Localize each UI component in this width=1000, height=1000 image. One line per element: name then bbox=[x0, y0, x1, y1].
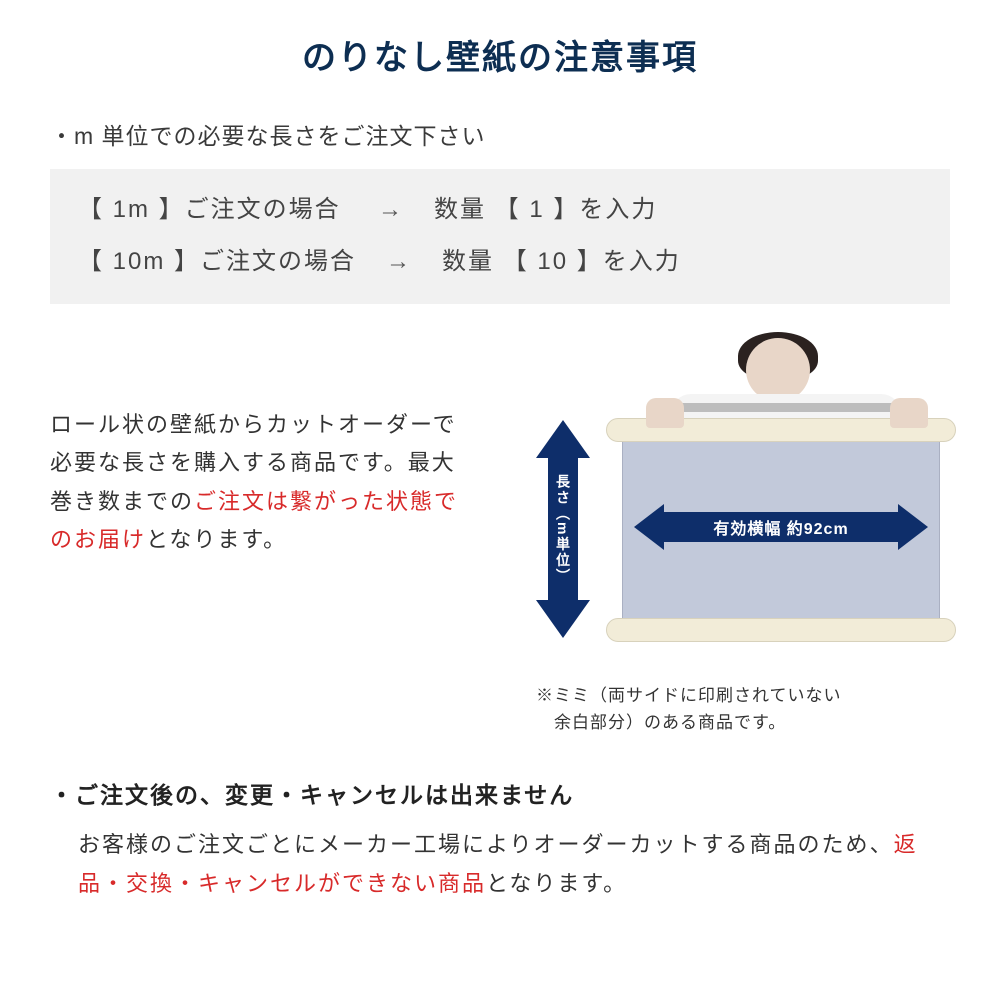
cancel-part3: となります。 bbox=[486, 871, 627, 896]
example-row-10m: 【 10m 】ご注文の場合 → 数量 【 10 】を入力 bbox=[78, 243, 922, 281]
example-row-1m: 【 1m 】ご注文の場合 → 数量 【 1 】を入力 bbox=[78, 191, 922, 229]
description-and-diagram: ロール状の壁紙からカットオーダーで必要な長さを購入する商品です。最大巻き数までの… bbox=[50, 338, 950, 736]
person-head-icon bbox=[746, 338, 810, 402]
roll-description: ロール状の壁紙からカットオーダーで必要な長さを購入する商品です。最大巻き数までの… bbox=[50, 338, 460, 560]
example-left: 【 1m 】ご注文の場合 bbox=[78, 191, 348, 229]
length-arrow-icon: 長さ（m単位） bbox=[536, 420, 590, 638]
mimi-note: ※ミミ（両サイドに印刷されていない 余白部分）のある商品です。 bbox=[476, 682, 950, 736]
width-arrow-icon: 有効横幅 約92cm bbox=[634, 504, 928, 550]
desc-part3: となります。 bbox=[146, 527, 287, 552]
mimi-line1: ※ミミ（両サイドに印刷されていない bbox=[536, 686, 842, 705]
mimi-line2: 余白部分）のある商品です。 bbox=[536, 713, 786, 732]
example-left: 【 10m 】ご注文の場合 bbox=[78, 243, 356, 281]
diagram-column: 長さ（m単位） 有効横幅 約92cm ※ミミ（両サイドに印刷されていない 余白部… bbox=[476, 338, 950, 736]
order-example-box: 【 1m 】ご注文の場合 → 数量 【 1 】を入力 【 10m 】ご注文の場合… bbox=[50, 169, 950, 304]
width-label: 有効横幅 約92cm bbox=[713, 515, 848, 539]
roll-bottom-icon bbox=[606, 618, 956, 642]
arrow-icon: → bbox=[386, 243, 412, 281]
wallpaper-diagram: 長さ（m単位） 有効横幅 約92cm bbox=[476, 338, 950, 668]
cancel-description: お客様のご注文ごとにメーカー工場によりオーダーカットする商品のため、返品・交換・… bbox=[50, 826, 950, 903]
hand-left-icon bbox=[646, 398, 684, 428]
example-right: 数量 【 10 】を入力 bbox=[442, 243, 681, 281]
length-label: 長さ（m単位） bbox=[553, 474, 573, 584]
hand-right-icon bbox=[890, 398, 928, 428]
page-title: のりなし壁紙の注意事項 bbox=[50, 30, 950, 79]
arrow-icon: → bbox=[378, 191, 404, 229]
bullet-order-unit: ・m 単位での必要な長さをご注文下さい bbox=[50, 117, 950, 151]
cancel-part1: お客様のご注文ごとにメーカー工場によりオーダーカットする商品のため、 bbox=[78, 832, 894, 857]
example-right: 数量 【 1 】を入力 bbox=[434, 191, 657, 229]
bullet-no-cancel: ・ご注文後の、変更・キャンセルは出来ません bbox=[50, 776, 950, 810]
